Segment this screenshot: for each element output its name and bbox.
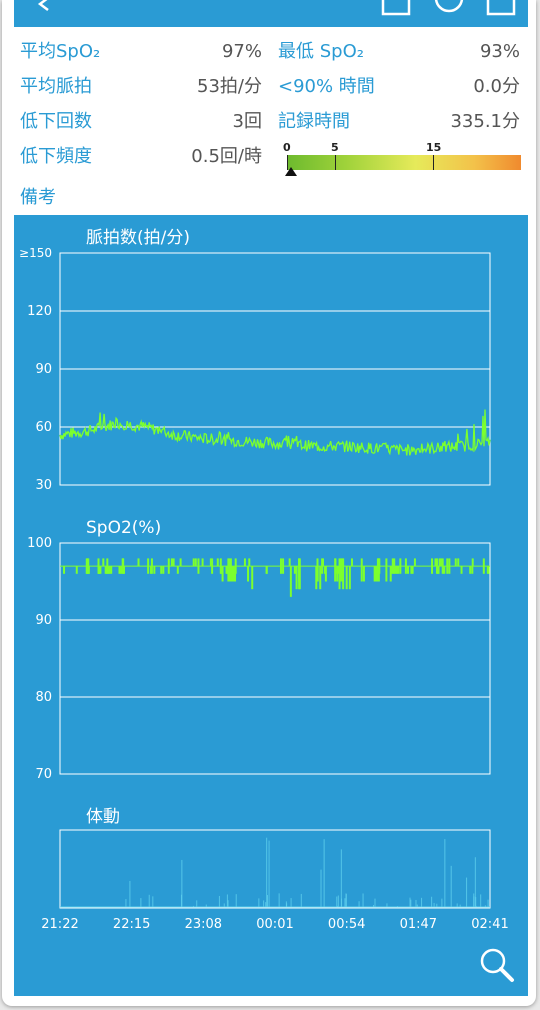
drop-freq-value: 0.5回/時 bbox=[191, 146, 262, 167]
min-spo2-value: 93% bbox=[479, 41, 520, 62]
pulse-tick-30: 30 bbox=[35, 478, 52, 493]
record-time-label: 記録時間 bbox=[278, 111, 350, 132]
time-label: 22:15 bbox=[113, 917, 150, 932]
pulse-tick-90: 90 bbox=[35, 362, 52, 377]
calendar-icon[interactable] bbox=[379, 0, 413, 18]
avg-spo2-label: 平均SpO₂ bbox=[20, 41, 101, 62]
avg-spo2-value: 97% bbox=[221, 41, 262, 62]
drop-freq-label: 低下頻度 bbox=[20, 146, 92, 167]
pulse-tick-60: 60 bbox=[35, 420, 52, 435]
drop-frequency-scale-bar bbox=[287, 155, 521, 170]
share-icon[interactable] bbox=[432, 0, 466, 18]
magnifier-icon[interactable] bbox=[480, 948, 514, 982]
pulse-tick-150: ≥150 bbox=[19, 246, 52, 260]
back-icon[interactable] bbox=[34, 0, 54, 14]
record-time-value: 335.1分 bbox=[450, 111, 520, 132]
spo2-chart-frame bbox=[59, 542, 491, 775]
avg-pulse-value: 53拍/分 bbox=[197, 76, 262, 97]
time-label: 02:41 bbox=[471, 917, 508, 932]
charts-svg: 脈拍数(拍/分) ≥150 120 90 60 30 SpO2(%) 100 9… bbox=[19, 228, 514, 982]
scale-tick-15: 15 bbox=[426, 141, 442, 154]
min-spo2-label: 最低 SpO₂ bbox=[278, 41, 364, 62]
motion-chart-title: 体動 bbox=[86, 807, 120, 827]
time-label: 00:01 bbox=[256, 917, 293, 932]
time-label: 00:54 bbox=[328, 917, 365, 932]
drop-count-value: 3回 bbox=[232, 111, 262, 132]
avg-pulse-label: 平均脈拍 bbox=[20, 76, 92, 97]
drop-count-label: 低下回数 bbox=[20, 111, 92, 132]
time-axis: 21:22 22:15 23:08 00:01 00:54 01:47 02:41 bbox=[41, 917, 508, 932]
scale-tick-5: 5 bbox=[331, 141, 339, 154]
top-toolbar bbox=[14, 0, 528, 27]
list-icon[interactable] bbox=[484, 0, 518, 18]
pulse-tick-120: 120 bbox=[27, 304, 52, 319]
motion-series bbox=[60, 837, 490, 908]
scale-tick-0: 0 bbox=[283, 141, 291, 154]
pulse-chart-title: 脈拍数(拍/分) bbox=[86, 228, 190, 248]
spo2-tick-100: 100 bbox=[27, 536, 52, 551]
scale-marker-icon bbox=[285, 167, 297, 176]
motion-chart-frame bbox=[59, 829, 491, 909]
spo2-tick-80: 80 bbox=[35, 690, 52, 705]
time-label: 21:22 bbox=[41, 917, 78, 932]
below90-time-label: <90% 時間 bbox=[278, 76, 375, 97]
time-label: 01:47 bbox=[400, 917, 437, 932]
spo2-tick-90: 90 bbox=[35, 613, 52, 628]
pulse-line bbox=[59, 409, 491, 456]
spo2-chart-title: SpO2(%) bbox=[86, 518, 161, 538]
spo2-tick-70: 70 bbox=[35, 767, 52, 782]
spo2-series bbox=[60, 558, 490, 597]
pulse-series bbox=[59, 409, 491, 456]
chart-panel: 脈拍数(拍/分) ≥150 120 90 60 30 SpO2(%) 100 9… bbox=[14, 215, 528, 996]
notes-label[interactable]: 備考 bbox=[20, 187, 56, 208]
below90-time-value: 0.0分 bbox=[473, 76, 520, 97]
time-label: 23:08 bbox=[185, 917, 222, 932]
